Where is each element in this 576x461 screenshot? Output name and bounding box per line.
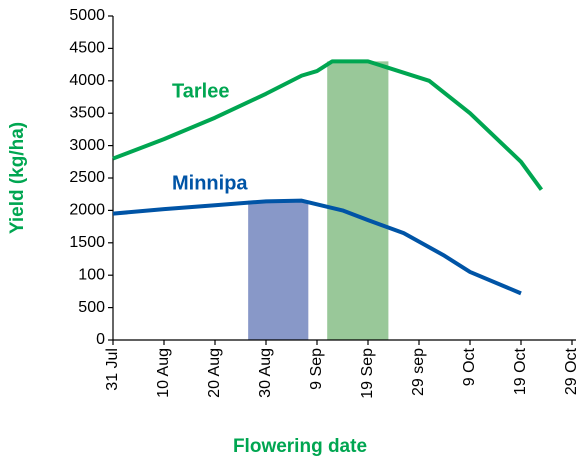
y-tick-label: 2000 bbox=[69, 202, 105, 219]
x-tick-label: 29 sep bbox=[410, 348, 427, 396]
x-tick-label: 31 Jul bbox=[104, 348, 121, 391]
y-tick-label: 5000 bbox=[69, 7, 105, 24]
highlight-band bbox=[248, 200, 309, 340]
x-tick-label: 29 Oct bbox=[563, 347, 576, 395]
y-axis-label: Yield (kg/ha) bbox=[7, 122, 28, 234]
y-tick-label: 3000 bbox=[69, 137, 105, 154]
y-tick-label: 3500 bbox=[69, 104, 105, 121]
x-tick-label: 30 Aug bbox=[257, 348, 274, 398]
y-tick-label: 100 bbox=[78, 266, 105, 283]
x-tick-label: 10 Aug bbox=[155, 348, 172, 398]
x-tick-label: 9 Sep bbox=[308, 348, 325, 390]
x-axis-label: Flowering date bbox=[233, 436, 367, 457]
line bbox=[112, 59, 544, 191]
y-tick-label: 4500 bbox=[69, 40, 105, 57]
y-tick-label: 500 bbox=[78, 299, 105, 316]
series-label: Minnipa bbox=[172, 172, 248, 194]
y-tick-label: 2500 bbox=[69, 169, 105, 186]
y-tick-label: 1500 bbox=[69, 234, 105, 251]
x-tick-label: 19 Sep bbox=[359, 348, 376, 399]
y-tick-label: 4000 bbox=[69, 72, 105, 89]
highlight-band bbox=[327, 61, 389, 341]
y-tick-label: 0 bbox=[96, 331, 105, 348]
x-tick-label: 9 Oct bbox=[461, 347, 478, 386]
x-tick-label: 20 Aug bbox=[206, 348, 223, 398]
x-tick-label: 19 Oct bbox=[512, 347, 529, 395]
line bbox=[112, 198, 522, 296]
series-label: Tarlee bbox=[172, 80, 229, 102]
